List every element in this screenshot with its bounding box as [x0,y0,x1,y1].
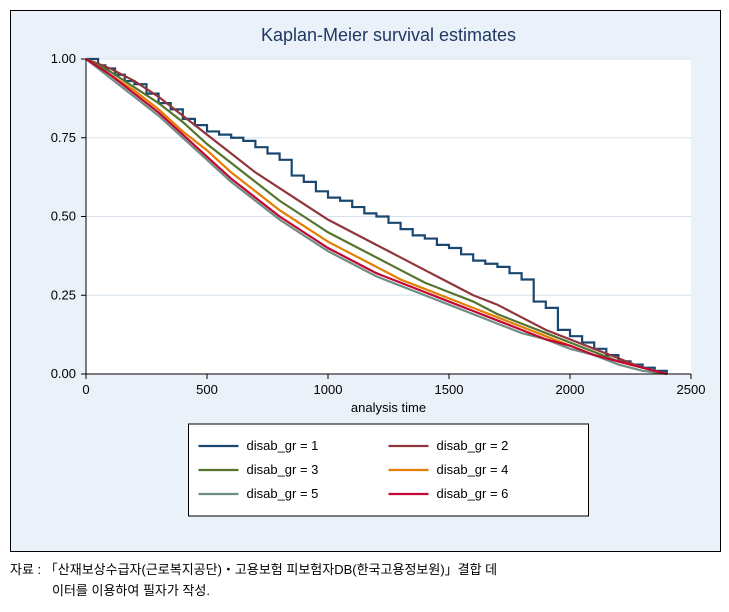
legend-label-1: disab_gr = 1 [247,438,319,453]
y-tick-label: 0.00 [51,366,76,381]
chart-title: Kaplan-Meier survival estimates [261,25,516,45]
y-tick-label: 0.75 [51,130,76,145]
caption-text-1: 「산재보상수급자(근로복지공단)・고용보험 피보험자DB(한국고용정보원)」결합… [45,562,497,577]
km-survival-chart: 0 500 1000 1500 2000 2500 0.00 0.25 0.50 0.75 1.00… [10,10,721,552]
x-axis-label: analysis time [351,400,426,415]
y-tick-label: 0.50 [51,209,76,224]
x-tick-label: 0 [82,382,89,397]
chart-svg: 0 500 1000 1500 2000 2500 0.00 0.25 0.50 0.75 1.00… [11,11,720,551]
x-tick-label: 1500 [435,382,464,397]
y-tick-label: 1.00 [51,51,76,66]
legend-label-6: disab_gr = 6 [437,486,509,501]
legend-label-5: disab_gr = 5 [247,486,319,501]
y-tick-label: 0.25 [51,287,76,302]
legend-label-3: disab_gr = 3 [247,462,319,477]
chart-caption: 자료 : 「산재보상수급자(근로복지공단)・고용보험 피보험자DB(한국고용정보… [10,560,719,602]
legend-label-4: disab_gr = 4 [437,462,509,477]
x-tick-label: 500 [196,382,218,397]
caption-prefix: 자료 : [10,562,41,577]
x-tick-label: 2500 [677,382,706,397]
x-tick-label: 1000 [314,382,343,397]
legend-label-2: disab_gr = 2 [437,438,509,453]
x-tick-label: 2000 [556,382,585,397]
caption-text-2: 이터를 이용하여 필자가 작성. [10,583,210,598]
